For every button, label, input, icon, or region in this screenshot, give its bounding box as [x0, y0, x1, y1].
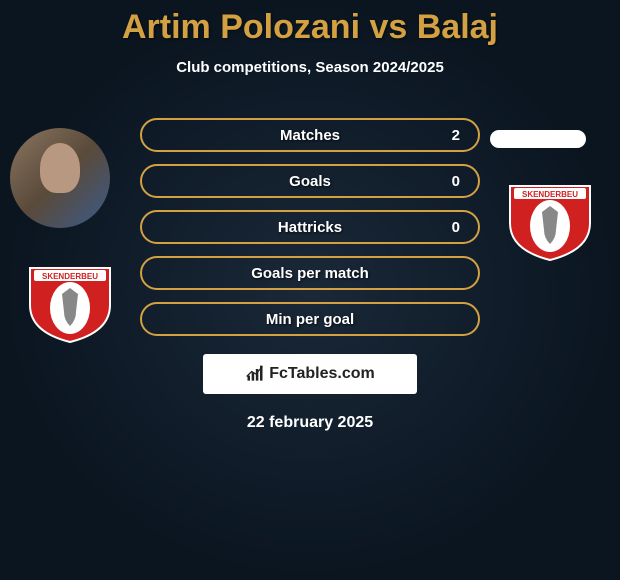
club-logo-right: SKENDERBEU — [500, 178, 600, 262]
stat-row-goals: Goals 0 — [140, 164, 480, 198]
stat-right-value: 0 — [452, 173, 460, 190]
watermark: FcTables.com — [203, 354, 417, 394]
stat-right-value: 0 — [452, 219, 460, 236]
club-logo-left: SKENDERBEU — [20, 260, 120, 344]
stat-label: Matches — [280, 127, 340, 144]
stat-row-matches: Matches 2 — [140, 118, 480, 152]
watermark-text: FcTables.com — [269, 365, 375, 383]
club-banner-text: SKENDERBEU — [522, 190, 578, 199]
date-text: 22 february 2025 — [0, 414, 620, 432]
stat-label: Hattricks — [278, 219, 342, 236]
stat-row-min-per-goal: Min per goal — [140, 302, 480, 336]
stat-right-value: 2 — [452, 127, 460, 144]
stat-label: Goals per match — [251, 265, 369, 282]
player-photo-left — [10, 128, 110, 228]
chart-icon — [245, 364, 265, 384]
player-placeholder-right — [490, 130, 586, 148]
subtitle: Club competitions, Season 2024/2025 — [0, 59, 620, 76]
stat-label: Min per goal — [266, 311, 354, 328]
stat-label: Goals — [289, 173, 331, 190]
stat-row-hattricks: Hattricks 0 — [140, 210, 480, 244]
club-banner-text: SKENDERBEU — [42, 272, 98, 281]
stat-row-goals-per-match: Goals per match — [140, 256, 480, 290]
page-title: Artim Polozani vs Balaj — [0, 0, 620, 47]
